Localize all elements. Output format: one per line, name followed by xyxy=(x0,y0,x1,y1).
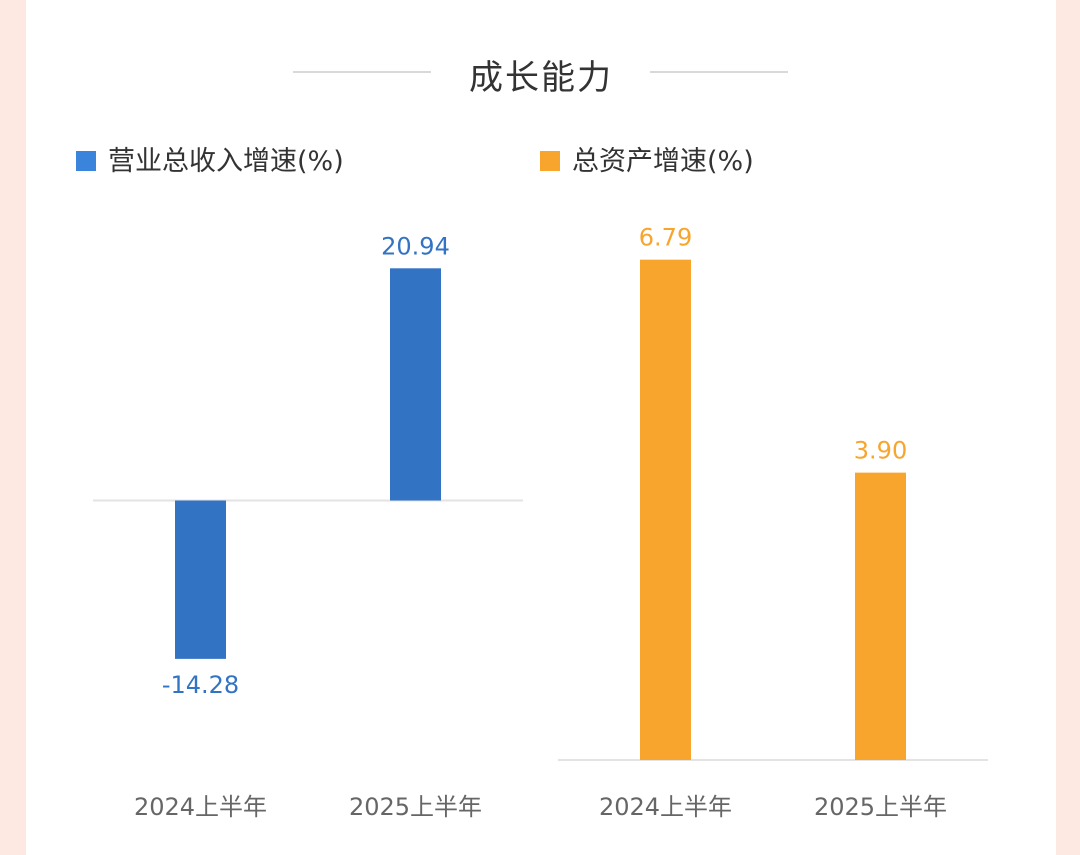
chart-1-bar-2 xyxy=(390,268,441,501)
chart-2-x-tick-1: 2024上半年 xyxy=(599,793,732,821)
legend-revenue-growth: 营业总收入增速(%) xyxy=(76,140,344,177)
chart-1-x-tick-2: 2025上半年 xyxy=(349,793,482,821)
chart-1-bar-1 xyxy=(175,500,226,659)
chart-1-data-label-2: 20.94 xyxy=(381,232,450,260)
chart-2-bar-2 xyxy=(855,472,906,760)
title-divider-right xyxy=(650,71,788,73)
growth-bar-charts: -14.28 2024上半年 20.94 2025上半年 6.79 2024上半年 3.90… xyxy=(93,224,988,821)
page-title: 成长能力 xyxy=(469,58,613,98)
chart-2-data-label-1: 6.79 xyxy=(639,224,692,252)
legend-label-revenue: 营业总收入增速(%) xyxy=(108,145,344,177)
growth-card: 成长能力 营业总收入增速(%) 总资产增速(%) -14.28 2024上半年 20… xyxy=(26,0,1056,855)
chart-2-x-tick-2: 2025上半年 xyxy=(814,793,947,821)
title-divider-left xyxy=(293,71,431,73)
title-row: 成长能力 xyxy=(26,46,1056,98)
legend-swatch-revenue xyxy=(76,151,96,171)
chart-1-x-tick-1: 2024上半年 xyxy=(134,793,267,821)
chart-2-bar-1 xyxy=(640,259,691,760)
legend-label-assets: 总资产增速(%) xyxy=(572,145,754,177)
chart-2-data-label-2: 3.90 xyxy=(854,437,907,465)
legend-asset-growth: 总资产增速(%) xyxy=(540,140,754,177)
legend-swatch-assets xyxy=(540,151,560,171)
chart-1-data-label-1: -14.28 xyxy=(162,671,239,699)
